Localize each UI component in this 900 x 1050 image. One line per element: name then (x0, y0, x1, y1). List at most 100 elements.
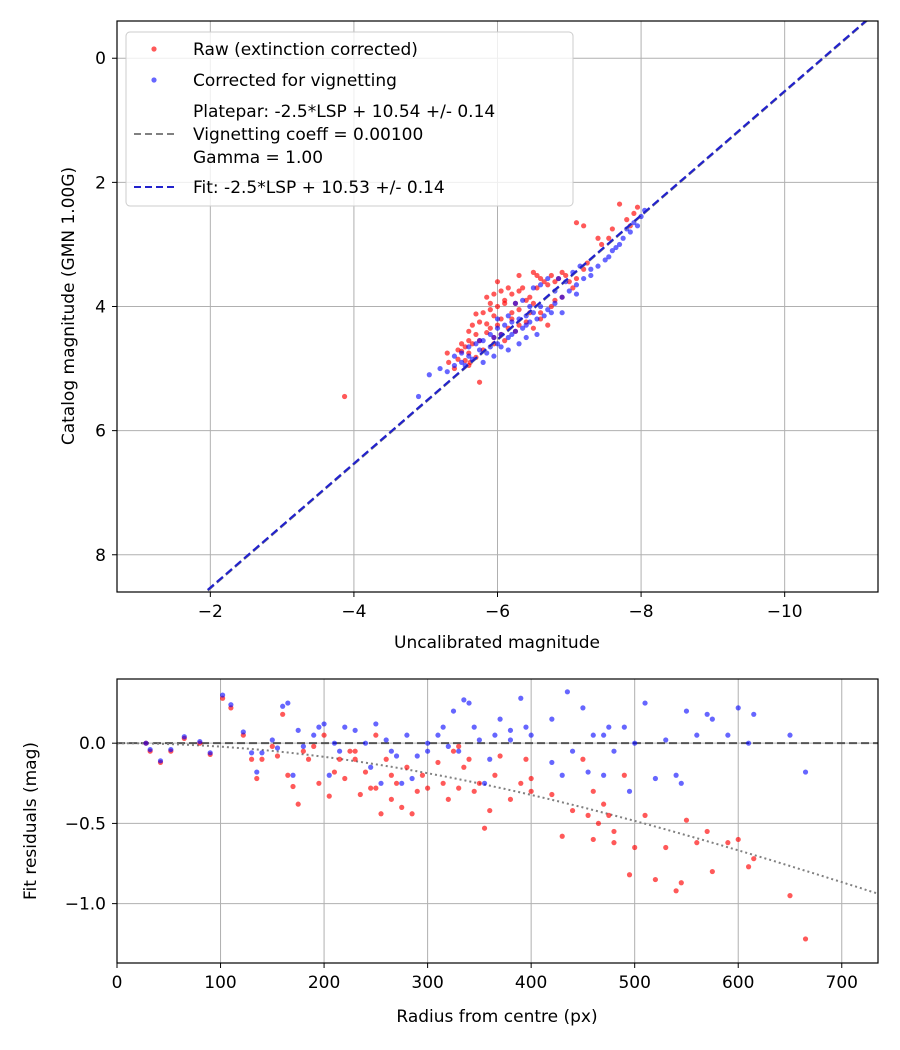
bottom-raw-point (259, 756, 265, 762)
bottom-raw-point (694, 840, 700, 846)
bottom-corrected-point (611, 748, 617, 754)
top-raw-point (606, 235, 612, 241)
top-corrected-point (502, 322, 508, 328)
top-corrected-point (573, 282, 580, 288)
bottom-corrected-point (197, 738, 203, 745)
bottom-raw-point (326, 793, 332, 799)
bottom-corrected-point (373, 721, 379, 727)
top-corrected-point (466, 344, 472, 350)
bottom-corrected-point (254, 769, 260, 775)
top-raw-point (446, 359, 452, 365)
bottom-x-axis-label: Radius from centre (px) (396, 1007, 597, 1027)
top-y-tick-label: 4 (95, 298, 106, 318)
bottom-corrected-point (606, 724, 612, 730)
top-raw-point (480, 310, 486, 316)
top-x-tick-label: −4 (341, 602, 366, 622)
top-raw-point (476, 379, 483, 385)
legend-raw-label: Raw (extinction corrected) (193, 40, 418, 60)
top-raw-point (466, 328, 472, 334)
top-raw-point (455, 347, 461, 353)
top-corrected-point (523, 322, 529, 328)
bottom-corrected-point (321, 721, 327, 727)
bottom-corrected-point (414, 753, 420, 759)
top-corrected-point (415, 393, 422, 400)
bottom-corrected-point (393, 753, 400, 759)
bottom-corrected-point (450, 708, 457, 714)
bottom-corrected-point (425, 748, 431, 754)
top-raw-point (523, 297, 529, 303)
bottom-raw-point (735, 836, 741, 843)
bottom-raw-point (745, 864, 752, 870)
bottom-corrected-point (207, 750, 213, 756)
legend-corrected-label: Corrected for vignetting (193, 71, 397, 91)
top-corrected-point (498, 344, 504, 350)
bottom-raw-point (393, 780, 400, 786)
bottom-y-tick-label: −1.0 (65, 895, 106, 915)
bottom-raw-point (461, 764, 467, 770)
bottom-corrected-point (248, 750, 255, 756)
bottom-reference-lines (117, 742, 879, 895)
bottom-raw-point (331, 769, 338, 775)
legend-raw-marker (151, 46, 157, 52)
top-corrected-point (545, 275, 551, 282)
top-raw-point (466, 338, 472, 344)
bottom-raw-point (352, 756, 358, 762)
bottom-y-axis-label: Fit residuals (mag) (21, 742, 41, 900)
top-raw-point (530, 269, 536, 275)
top-corrected-point (491, 353, 497, 359)
top-corrected-point (459, 359, 465, 365)
bottom-raw-point (357, 791, 363, 798)
bottom-corrected-point (787, 732, 793, 738)
top-raw-point (462, 344, 468, 350)
top-raw-point (469, 341, 475, 347)
bottom-corrected-point (168, 746, 174, 753)
legend-platepar-label-2: Vignetting coeff = 0.00100 (193, 125, 423, 145)
bottom-corrected-point (626, 788, 633, 794)
legend-box (125, 31, 574, 207)
top-corrected-point (512, 328, 519, 334)
top-corrected-point (451, 362, 458, 369)
bottom-x-tick-label: 100 (204, 973, 236, 993)
top-raw-point (545, 322, 551, 328)
bottom-raw-point (456, 785, 462, 791)
bottom-corrected-point (549, 716, 555, 722)
bottom-corrected-point (601, 772, 607, 778)
bottom-corrected-point (601, 732, 607, 738)
top-x-axis-label: Uncalibrated magnitude (394, 633, 600, 653)
top-corrected-point (512, 300, 519, 306)
bottom-raw-point (321, 732, 327, 738)
bottom-corrected-point (559, 772, 565, 778)
top-y-tick-label: 8 (95, 546, 106, 566)
bottom-corrected-point (352, 727, 358, 733)
top-raw-point (595, 235, 601, 241)
bottom-raw-point (300, 748, 306, 754)
bottom-corrected-point (456, 748, 462, 754)
top-raw-point (491, 313, 497, 319)
bottom-corrected-point (487, 756, 493, 762)
bottom-raw-point (481, 825, 488, 831)
bottom-raw-point (569, 807, 576, 814)
bottom-raw-point (590, 836, 596, 843)
top-corrected-point (437, 365, 443, 372)
top-corrected-point (541, 313, 547, 319)
top-corrected-point (627, 229, 633, 235)
top-corrected-point (609, 248, 615, 254)
bottom-corrected-point (259, 750, 265, 756)
bottom-corrected-point (709, 716, 715, 722)
bottom-raw-point (399, 804, 405, 810)
bottom-plot-panel: 0 100 200 300 400 500 600 700 0.0 −0.5 −1.0 Radius… (21, 678, 879, 1027)
bottom-corrected-point (220, 692, 226, 698)
bottom-corrected-point (368, 764, 374, 770)
top-raw-point (537, 310, 544, 316)
bottom-raw-point (450, 748, 457, 754)
bottom-raw-point (559, 833, 565, 839)
top-raw-point (552, 279, 558, 285)
bottom-raw-point (590, 788, 596, 794)
top-y-tick-label: 6 (95, 422, 106, 442)
bottom-corrected-point (440, 724, 446, 730)
bottom-raw-point (254, 775, 260, 782)
top-corrected-point (559, 294, 565, 300)
bottom-corrected-point (642, 700, 648, 706)
